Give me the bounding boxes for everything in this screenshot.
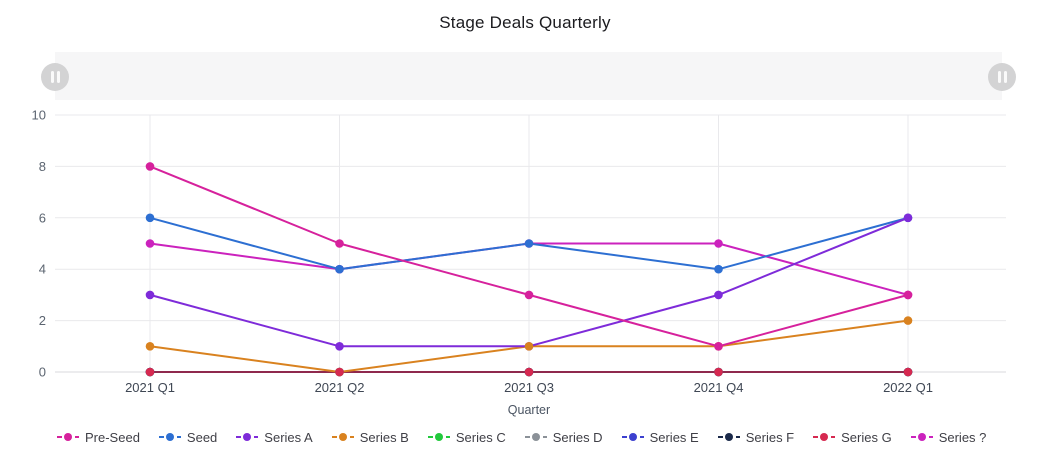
range-selector-track[interactable]	[55, 52, 1002, 100]
legend-item-label: Pre-Seed	[85, 429, 140, 445]
data-point	[335, 342, 344, 351]
legend-series-swatch-icon	[236, 433, 259, 441]
range-selector-left-handle[interactable]	[41, 63, 69, 91]
pause-icon	[56, 71, 60, 83]
legend-item[interactable]: Pre-Seed	[57, 430, 140, 445]
data-point	[145, 239, 155, 248]
data-point	[903, 367, 913, 377]
chart-legend: Pre-Seed Seed Series A Series B Series C Seri…	[0, 427, 1050, 447]
legend-item-label: Seed	[186, 429, 218, 445]
legend-item-label: Series D	[552, 429, 603, 445]
legend-item-label: Series B	[359, 429, 409, 445]
legend-item-label: Series C	[455, 429, 506, 445]
data-point	[714, 239, 723, 248]
legend-series-swatch-icon	[524, 433, 547, 441]
y-axis-tick-label: 4	[39, 262, 46, 277]
legend-item-label: Series E	[649, 429, 699, 445]
data-point	[145, 290, 155, 300]
y-axis-tick-label: 6	[39, 210, 46, 225]
x-axis-tick-label: 2021 Q4	[694, 380, 744, 395]
x-axis-label: Quarter	[508, 403, 550, 417]
legend-series-swatch-icon	[158, 433, 181, 441]
legend-series-swatch-icon	[331, 433, 354, 441]
legend-series-swatch-icon	[717, 433, 740, 441]
x-axis-tick-label: 2021 Q1	[125, 380, 175, 395]
data-point	[714, 342, 723, 351]
data-point	[903, 213, 913, 223]
legend-series-swatch-icon	[57, 433, 79, 441]
data-point	[524, 342, 534, 351]
x-axis-tick-label: 2021 Q2	[315, 380, 365, 395]
legend-item[interactable]: Series E	[621, 429, 699, 445]
legend-item[interactable]: Series G	[813, 430, 892, 445]
legend-item[interactable]: Series D	[524, 429, 603, 445]
data-point	[524, 367, 534, 377]
data-point	[335, 264, 344, 274]
data-point	[903, 290, 913, 300]
data-point	[145, 213, 155, 223]
pause-icon	[50, 71, 54, 83]
data-point	[903, 316, 913, 325]
data-point	[145, 162, 155, 171]
range-selector-right-handle[interactable]	[988, 63, 1016, 91]
legend-item-label: Series A	[264, 429, 313, 445]
legend-item[interactable]: Series ?	[910, 429, 987, 445]
legend-item-label: Series F	[745, 429, 795, 445]
y-axis-tick-label: 0	[39, 365, 46, 380]
legend-item[interactable]: Series A	[236, 429, 313, 445]
y-axis-tick-label: 2	[39, 313, 46, 328]
y-axis-tick-label: 8	[39, 159, 46, 174]
x-axis-tick-label: 2021 Q3	[504, 380, 554, 395]
legend-item[interactable]: Series C	[427, 429, 506, 445]
legend-series-swatch-icon	[621, 433, 644, 441]
legend-item-label: Series G	[841, 429, 892, 445]
data-point	[714, 264, 723, 274]
chart-title: Stage Deals Quarterly	[439, 13, 611, 32]
legend-item-label: Series ?	[938, 429, 987, 445]
data-point	[714, 367, 723, 377]
legend-series-swatch-icon	[427, 433, 450, 441]
legend-series-swatch-icon	[910, 433, 933, 441]
data-point	[524, 239, 534, 248]
data-point	[714, 290, 723, 300]
data-point	[335, 239, 344, 248]
data-point	[145, 367, 155, 377]
data-point	[335, 367, 344, 377]
legend-item[interactable]: Series F	[717, 429, 795, 445]
y-axis-tick-label: 10	[32, 108, 46, 123]
legend-item[interactable]: Series B	[331, 429, 409, 445]
pause-icon	[1003, 71, 1007, 83]
data-point	[145, 342, 155, 351]
pause-icon	[997, 71, 1001, 83]
legend-series-swatch-icon	[813, 433, 836, 441]
legend-item[interactable]: Seed	[158, 429, 218, 445]
data-point	[524, 290, 534, 300]
x-axis-tick-label: 2022 Q1	[883, 380, 933, 395]
